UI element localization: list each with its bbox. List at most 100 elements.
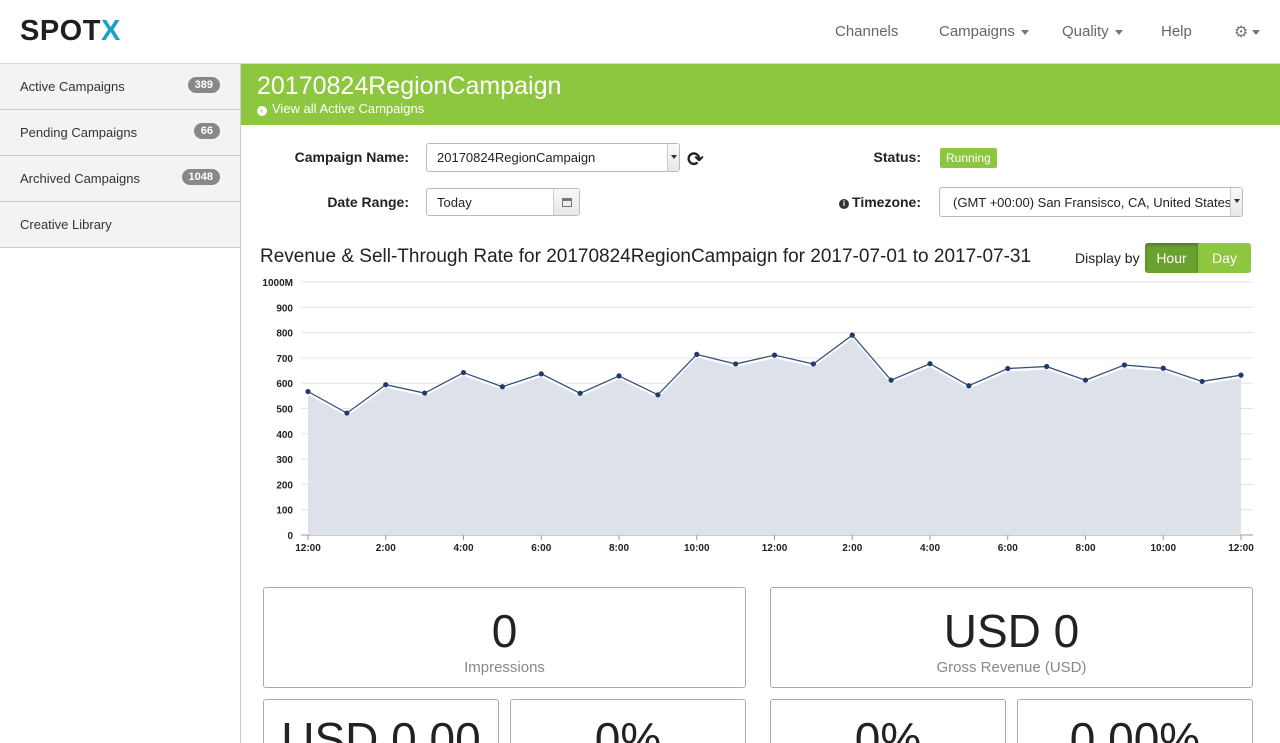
x-tick-label: 4:00 xyxy=(920,543,940,554)
count-badge: 66 xyxy=(193,123,220,139)
data-point xyxy=(1121,362,1127,368)
data-point xyxy=(849,332,855,338)
data-point xyxy=(1199,378,1205,385)
count-badge: 1048 xyxy=(181,169,220,185)
y-tick-label: 100 xyxy=(276,506,293,517)
campaign-name-label: Campaign Name: xyxy=(294,149,409,165)
data-point xyxy=(1238,372,1244,378)
y-tick-label: 700 xyxy=(276,354,293,365)
y-tick-label: 500 xyxy=(276,405,293,416)
data-point xyxy=(927,361,933,367)
data-point xyxy=(733,361,739,367)
x-tick-label: 6:00 xyxy=(998,543,1018,554)
day-button[interactable]: Day xyxy=(1198,243,1251,273)
refresh-icon[interactable]: ⟳ xyxy=(687,149,704,171)
chevron-down-icon xyxy=(1230,188,1242,216)
sidebar-item-label: Archived Campaigns xyxy=(20,171,140,186)
sidebar-item-label: Pending Campaigns xyxy=(20,125,138,140)
campaign-name-value: 20170824RegionCampaign xyxy=(437,150,596,165)
data-point xyxy=(460,369,467,376)
data-point xyxy=(1005,365,1011,372)
spotx-logo[interactable]: SPOTX xyxy=(20,15,121,48)
timezone-select[interactable]: (GMT +00:00) San Fransisco, CA, United S… xyxy=(939,187,1243,217)
x-tick-label: 12:00 xyxy=(1228,543,1254,554)
y-tick-label: 900 xyxy=(276,303,293,314)
display-by-label: Display by xyxy=(1075,250,1140,266)
x-tick-label: 4:00 xyxy=(453,543,473,554)
chevron-down-icon xyxy=(1020,29,1029,35)
data-point xyxy=(616,373,622,379)
data-point xyxy=(771,352,778,358)
stat-card-4: 0% xyxy=(510,699,746,743)
y-tick-label: 1000M xyxy=(262,278,293,289)
y-tick-label: 800 xyxy=(276,329,293,340)
timezone-label: i Timezone: xyxy=(800,194,921,210)
x-tick-label: 2:00 xyxy=(842,543,862,554)
nav-campaigns[interactable]: Campaigns xyxy=(939,23,1029,40)
data-point xyxy=(305,388,311,395)
gear-icon: ⚙ xyxy=(1234,24,1249,41)
stat-card-3: USD 0.00 xyxy=(263,699,499,743)
x-tick-label: 8:00 xyxy=(609,543,629,554)
x-tick-label: 10:00 xyxy=(684,543,710,554)
nav-channels[interactable]: Channels xyxy=(835,23,899,40)
sidebar-item-archived-campaigns[interactable]: Archived Campaigns 1048 xyxy=(0,156,240,202)
y-tick-label: 600 xyxy=(276,379,293,390)
data-point xyxy=(499,384,505,390)
back-link-label: View all Active Campaigns xyxy=(272,101,425,116)
y-axis: 0 100 200 300 400 500 600 700 800 900 1000M xyxy=(262,278,293,542)
timezone-value: (GMT +00:00) San Fransisco, CA, United S… xyxy=(953,195,1232,210)
data-point xyxy=(888,377,894,383)
data-point xyxy=(538,371,544,377)
status-label: Status: xyxy=(873,149,921,165)
data-point xyxy=(694,351,700,357)
logo-x: X xyxy=(100,15,121,47)
revenue-chart: 0 100 200 300 400 500 600 700 800 900 1000M 12:00 2… xyxy=(262,278,1254,554)
x-axis: 12:00 2:00 4:00 6:00 8:00 10:00 12:00 2:00 4:00 6… xyxy=(295,535,1254,554)
gross-revenue-label: Gross Revenue (USD) xyxy=(936,659,1087,676)
impressions-label: Impressions xyxy=(464,659,545,676)
chevron-down-icon xyxy=(667,144,679,171)
sidebar-item-active-campaigns[interactable]: Active Campaigns 389 xyxy=(0,64,240,110)
gross-revenue-value: USD 0 xyxy=(943,605,1080,657)
data-point xyxy=(1082,377,1089,383)
stat-card-6-value: 0.00% xyxy=(1069,713,1201,743)
stat-card-5: 0% xyxy=(770,699,1006,743)
stat-card-4-value: 0% xyxy=(594,713,662,743)
y-tick-label: 0 xyxy=(287,531,293,542)
y-tick-label: 300 xyxy=(276,455,293,466)
y-tick-label: 200 xyxy=(276,480,293,491)
series-area xyxy=(308,335,1241,535)
info-icon[interactable]: i xyxy=(839,199,850,209)
timezone-label-text: Timezone: xyxy=(852,194,921,210)
x-tick-label: 10:00 xyxy=(1150,543,1176,554)
sidebar-item-creative-library[interactable]: Creative Library xyxy=(0,202,240,248)
y-tick-label: 400 xyxy=(276,430,293,441)
page-title: 20170824RegionCampaign xyxy=(257,72,562,100)
impressions-value: 0 xyxy=(491,605,518,657)
hour-button[interactable]: Hour xyxy=(1145,243,1198,273)
stat-card-5-value: 0% xyxy=(854,713,922,743)
data-point xyxy=(810,361,816,367)
display-by-toggle: Hour Day xyxy=(1145,243,1251,273)
sidebar: Active Campaigns 389 Pending Campaigns 6… xyxy=(0,64,241,743)
data-point xyxy=(577,390,583,396)
sidebar-item-label: Creative Library xyxy=(20,217,112,232)
nav-campaigns-label: Campaigns xyxy=(939,23,1015,40)
data-point xyxy=(655,392,661,398)
x-tick-label: 12:00 xyxy=(762,543,788,554)
x-tick-label: 6:00 xyxy=(531,543,551,554)
logo-text: SPOT xyxy=(20,15,101,47)
sidebar-item-label: Active Campaigns xyxy=(20,79,125,94)
x-tick-label: 2:00 xyxy=(376,543,396,554)
nav-quality[interactable]: Quality xyxy=(1062,23,1123,40)
view-all-active-campaigns-link[interactable]: ‹ View all Active Campaigns xyxy=(257,101,424,116)
chart-title: Revenue & Sell-Through Rate for 20170824… xyxy=(260,246,1032,267)
settings-menu[interactable]: ⚙ xyxy=(1234,22,1261,42)
impressions-card: 0 Impressions xyxy=(263,587,746,688)
sidebar-item-pending-campaigns[interactable]: Pending Campaigns 66 xyxy=(0,110,240,156)
calendar-button[interactable] xyxy=(553,189,579,215)
nav-help[interactable]: Help xyxy=(1161,23,1192,40)
campaign-name-select[interactable]: 20170824RegionCampaign xyxy=(426,143,680,172)
date-range-input[interactable]: Today xyxy=(426,188,580,216)
